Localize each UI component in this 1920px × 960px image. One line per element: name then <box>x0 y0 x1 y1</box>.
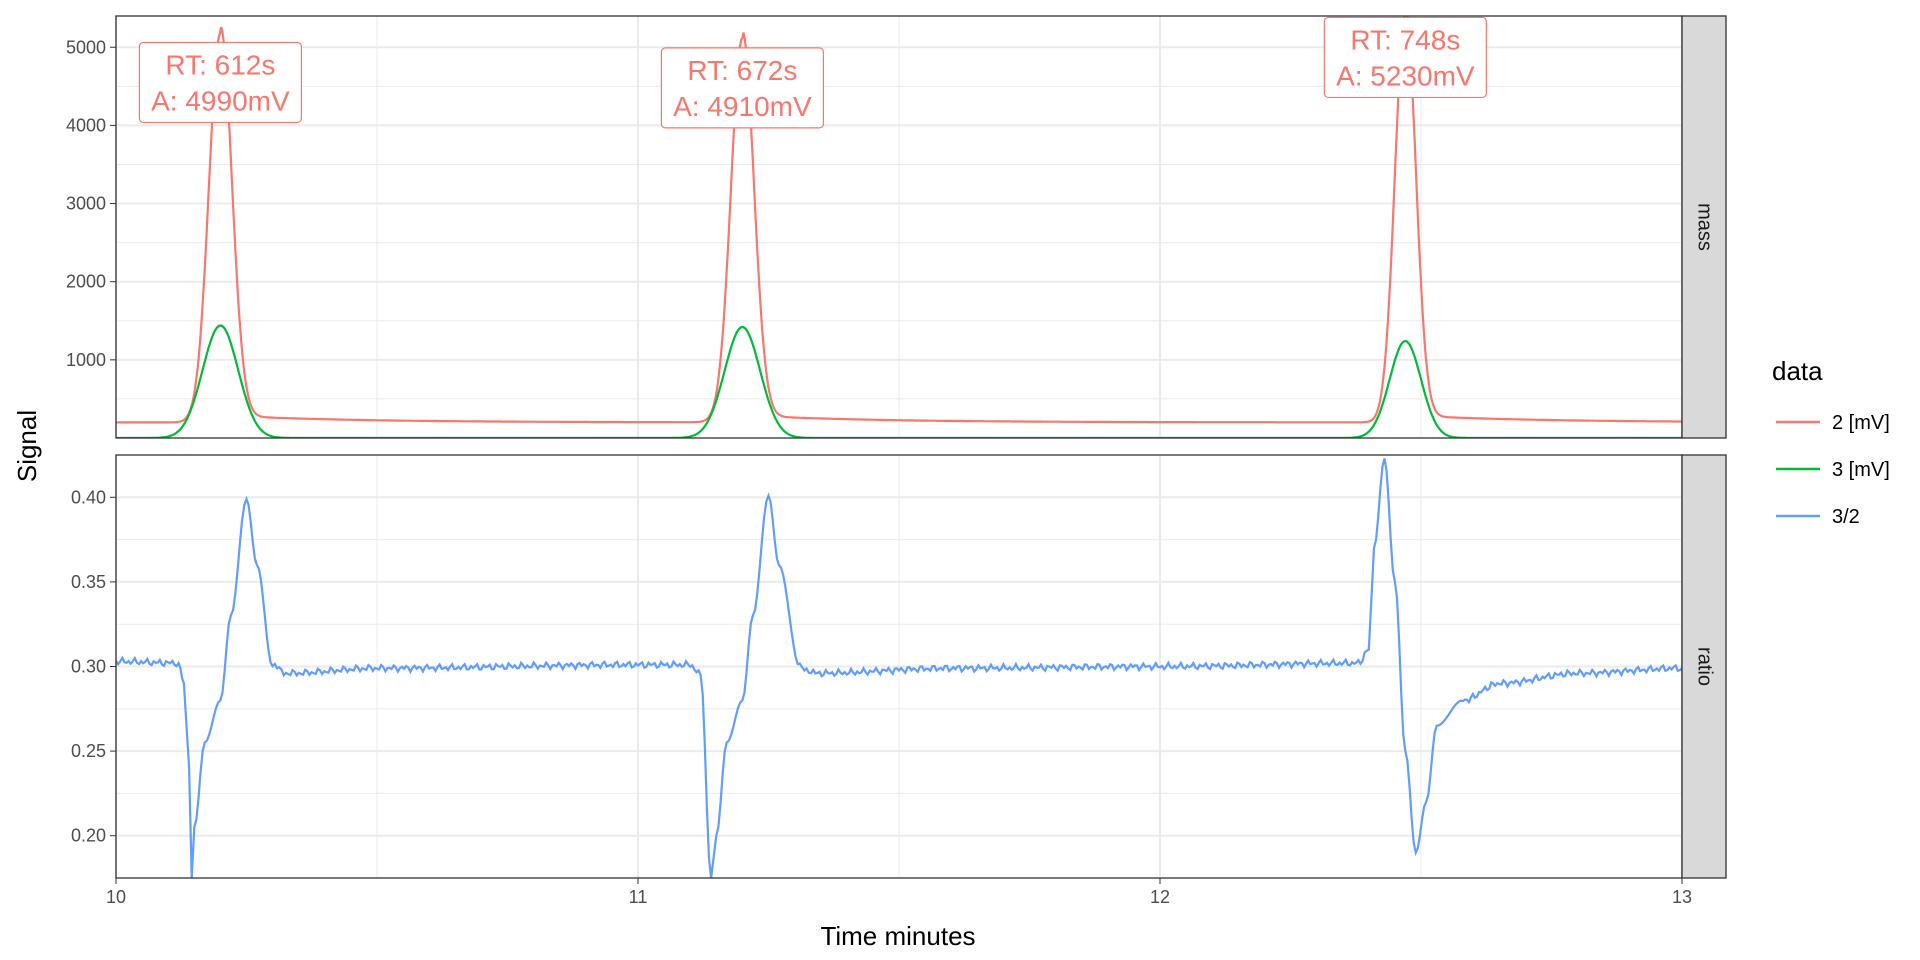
panel-ratio: 0.20 0.25 0.30 0.35 0.40 ratio <box>71 454 1727 879</box>
annotation-area: A: 4910mV <box>673 91 812 122</box>
facet-strip <box>1681 15 1727 439</box>
y-tick-label: 2000 <box>66 272 106 292</box>
y-tick-label: 1000 <box>66 350 106 370</box>
legend-entry: 3 [mV] <box>1776 459 1890 481</box>
facet-strip <box>1681 454 1727 879</box>
legend-label-2mv: 2 [mV] <box>1832 412 1890 434</box>
facet-strip-label: mass <box>1694 203 1716 251</box>
x-axis: 10 11 12 13 <box>106 878 1692 907</box>
y-tick-label: 0.25 <box>71 741 106 761</box>
y-tick-label: 0.40 <box>71 487 106 507</box>
x-tick-label: 11 <box>629 887 648 907</box>
x-tick-label: 13 <box>1672 887 1692 907</box>
y-axis-title: Signal <box>12 410 42 482</box>
annotation-rt: RT: 672s <box>687 55 797 86</box>
legend-label-3mv: 3 [mV] <box>1832 459 1890 481</box>
x-axis-title: Time minutes <box>820 921 975 951</box>
y-tick-label: 3000 <box>66 194 106 214</box>
annotation-box <box>138 41 302 124</box>
y-tick-label: 4000 <box>66 115 106 135</box>
series-line-2mV <box>116 16 1682 424</box>
y-tick-label: 0.30 <box>71 657 106 677</box>
annotation-area: A: 4990mV <box>151 85 290 116</box>
legend-label-ratio: 3/2 <box>1832 506 1860 528</box>
legend: data 2 [mV] 3 [mV] 3/2 <box>1772 356 1890 528</box>
peak-annotation: RT: 612s A: 4990mV <box>138 41 302 124</box>
y-tick-label: 0.35 <box>71 572 106 592</box>
peak-annotation: RT: 672s A: 4910mV <box>660 47 825 129</box>
series-group <box>116 458 1682 878</box>
x-tick-label: 12 <box>1150 887 1170 907</box>
legend-title: data <box>1772 356 1823 386</box>
annotation-box <box>1323 16 1487 99</box>
annotation-box <box>660 47 825 129</box>
series-line-32 <box>116 458 1682 878</box>
legend-entry: 2 [mV] <box>1776 412 1890 434</box>
annotation-area: A: 5230mV <box>1336 60 1475 91</box>
x-tick-label: 10 <box>106 887 126 907</box>
series-line-3mV <box>116 324 1682 438</box>
facet-strip-label: ratio <box>1694 647 1716 686</box>
legend-entry: 3/2 <box>1776 506 1860 528</box>
series-group <box>116 16 1682 438</box>
annotation-rt: RT: 748s <box>1350 24 1460 55</box>
annotation-rt: RT: 612s <box>165 49 275 80</box>
y-tick-label: 0.20 <box>71 826 106 846</box>
y-tick-label: 5000 <box>66 37 106 57</box>
peak-annotation: RT: 748s A: 5230mV <box>1323 16 1487 99</box>
